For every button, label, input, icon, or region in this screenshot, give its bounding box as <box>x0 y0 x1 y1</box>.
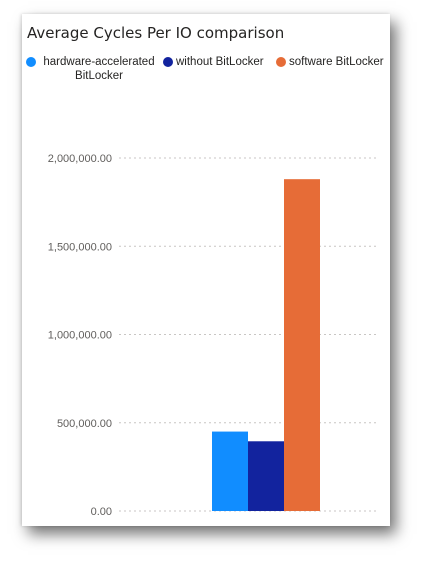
chart-legend: hardware-accelerated BitLocker without B… <box>26 55 388 87</box>
y-tick-label: 1,000,000.00 <box>48 330 112 342</box>
y-tick-label: 500,000.00 <box>57 418 112 430</box>
bar-series-1[interactable] <box>248 441 284 511</box>
legend-marker-icon <box>26 57 36 67</box>
y-tick-label: 1,500,000.00 <box>48 241 112 253</box>
legend-label: hardware-accelerated BitLocker <box>43 56 155 82</box>
legend-marker-icon <box>276 57 286 67</box>
y-tick-label: 2,000,000.00 <box>48 153 112 165</box>
legend-label: software BitLocker <box>289 56 384 68</box>
legend-label: without BitLocker <box>176 56 264 68</box>
y-tick-label: 0.00 <box>91 506 112 518</box>
chart-title: Average Cycles Per IO comparison <box>27 24 285 42</box>
bar-series-0[interactable] <box>212 431 248 511</box>
chart-card: Average Cycles Per IO comparison hardwar… <box>22 14 390 526</box>
chart-plot-area: 0.00 500,000.00 1,000,000.00 1,500,000.00 2,… <box>48 153 377 518</box>
bar-series-2[interactable] <box>284 179 320 511</box>
legend-marker-icon <box>163 57 173 67</box>
